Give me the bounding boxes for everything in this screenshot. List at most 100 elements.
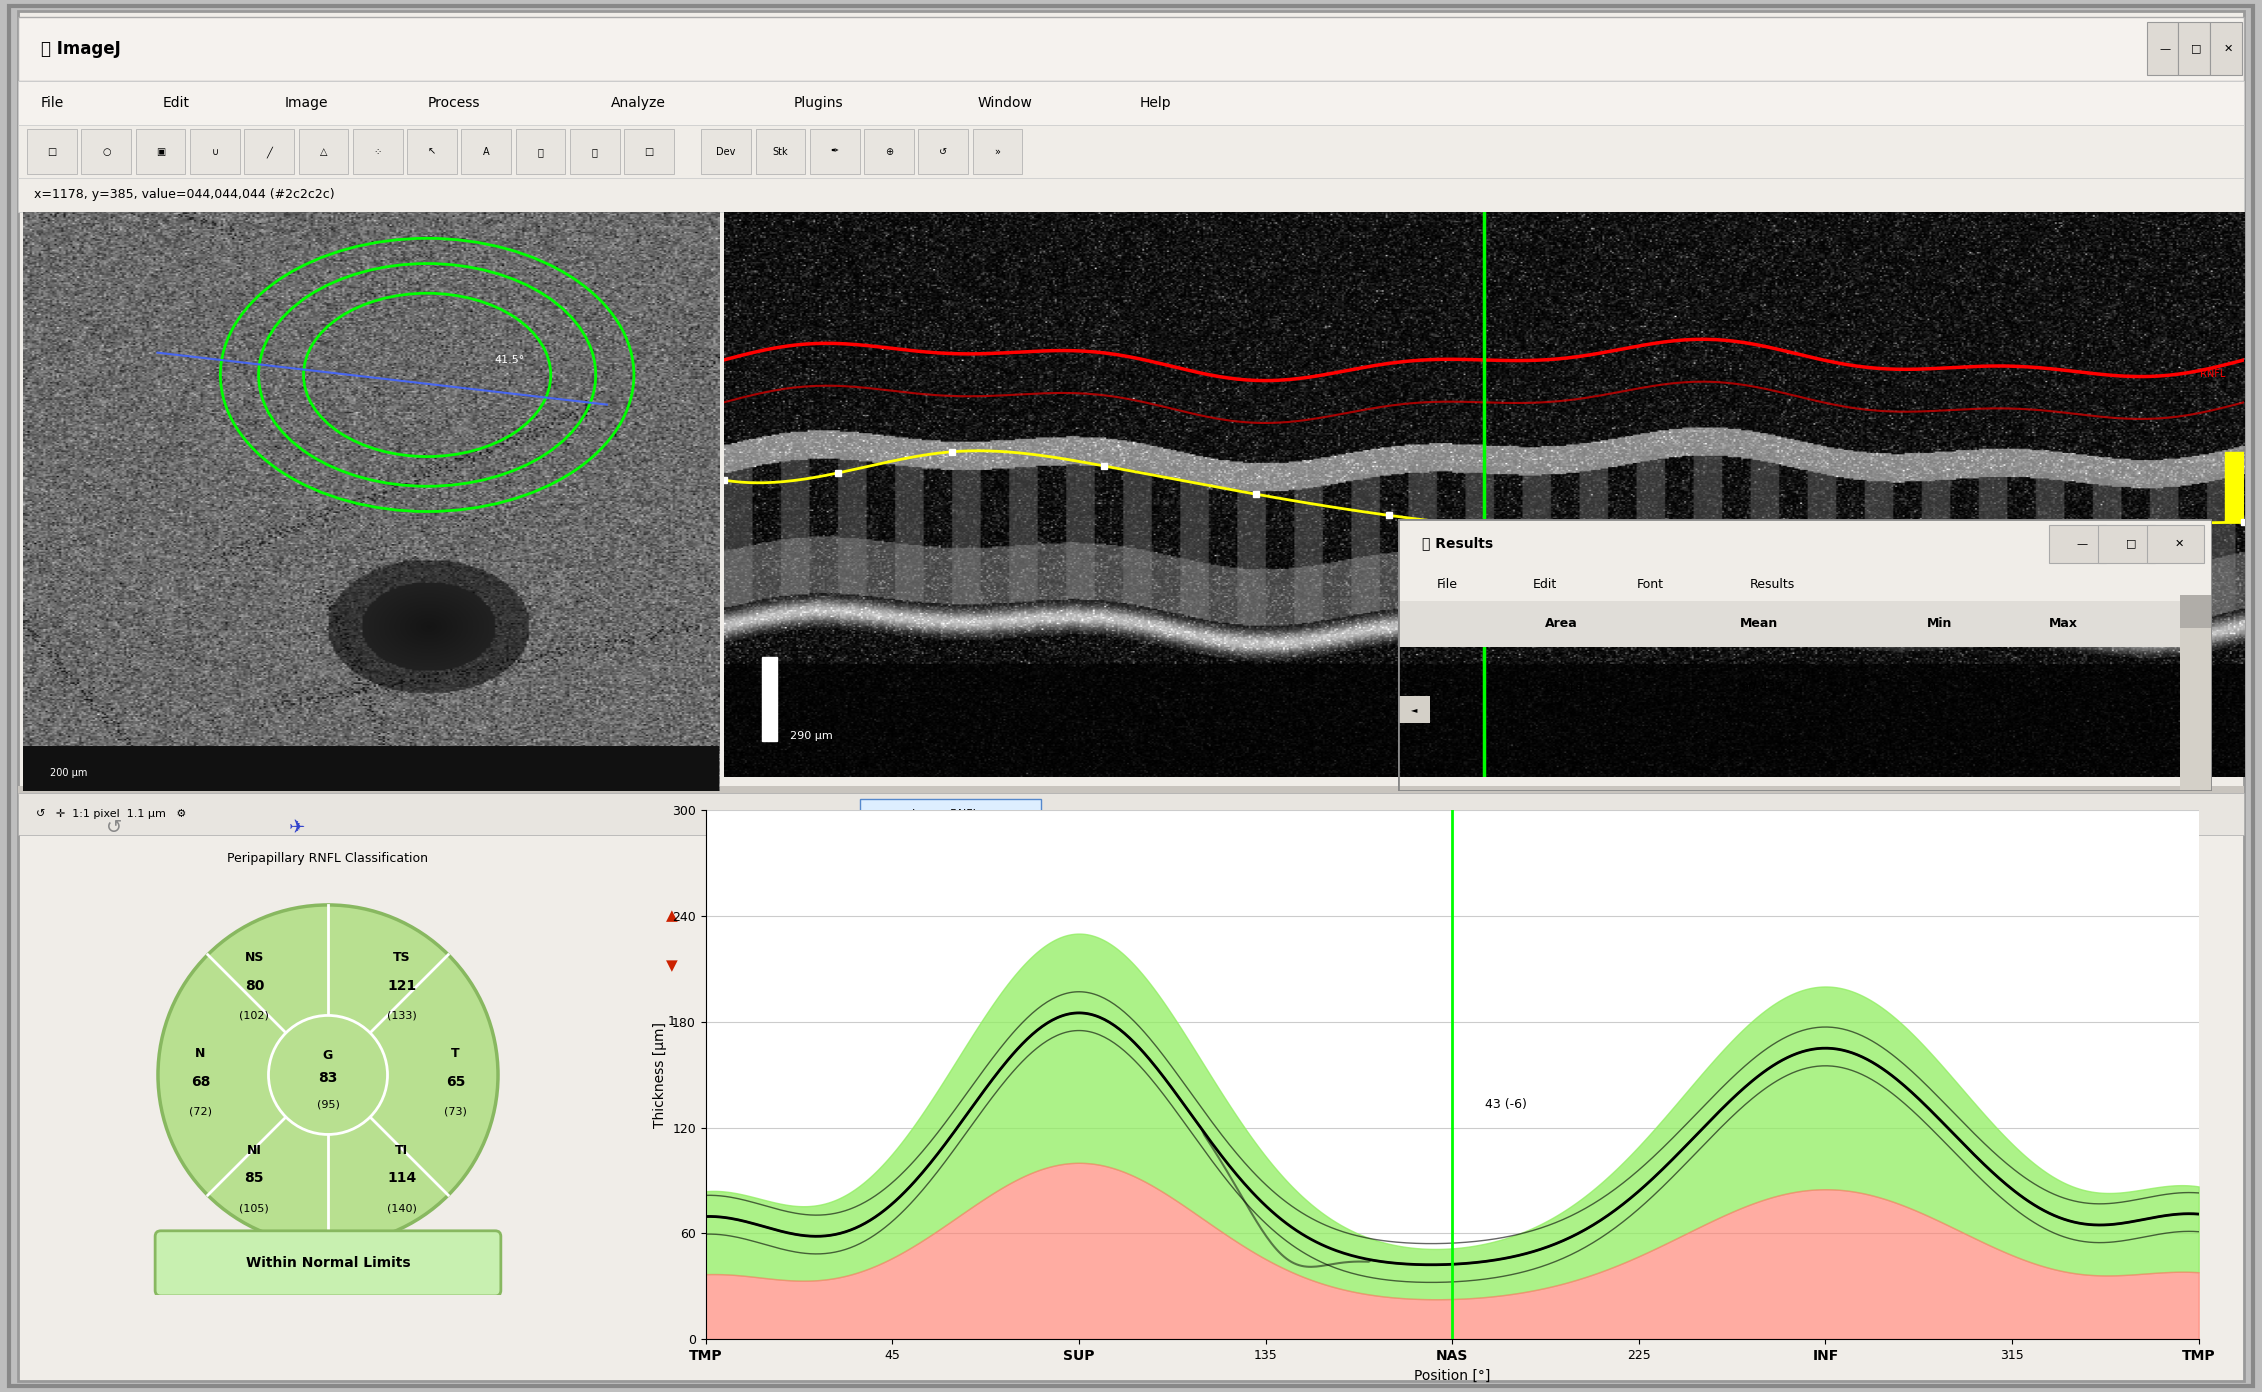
Bar — [1398, 696, 1430, 722]
Text: Process: Process — [428, 96, 480, 110]
Text: ↖: ↖ — [428, 146, 437, 157]
Bar — [1398, 601, 2212, 647]
FancyBboxPatch shape — [516, 129, 566, 174]
Text: (72): (72) — [190, 1107, 213, 1116]
Text: ▲: ▲ — [665, 909, 679, 923]
Bar — [2181, 601, 2212, 791]
Text: 68: 68 — [190, 1075, 210, 1089]
X-axis label: Position [°]: Position [°] — [1414, 1368, 1491, 1382]
Text: —: — — [2077, 539, 2088, 548]
FancyBboxPatch shape — [2210, 22, 2242, 75]
Text: TI: TI — [396, 1144, 407, 1157]
Text: ○: ○ — [102, 146, 111, 157]
FancyBboxPatch shape — [244, 129, 294, 174]
Text: A: A — [484, 146, 489, 157]
Text: ▼: ▼ — [665, 959, 679, 973]
Bar — [2226, 452, 2244, 522]
Text: File: File — [41, 96, 63, 110]
FancyBboxPatch shape — [27, 129, 77, 174]
FancyBboxPatch shape — [81, 129, 131, 174]
Text: 80: 80 — [244, 979, 265, 992]
Text: (73): (73) — [443, 1107, 466, 1116]
Text: ✕: ✕ — [2176, 539, 2185, 548]
FancyBboxPatch shape — [407, 129, 457, 174]
Text: ↺: ↺ — [939, 146, 948, 157]
FancyBboxPatch shape — [353, 129, 403, 174]
Text: ∪: ∪ — [210, 146, 219, 157]
FancyBboxPatch shape — [2178, 22, 2210, 75]
Text: TS: TS — [394, 951, 409, 963]
FancyBboxPatch shape — [461, 129, 511, 174]
Text: 43 (-6): 43 (-6) — [1486, 1098, 1527, 1111]
Circle shape — [158, 905, 498, 1244]
Bar — [1398, 568, 2212, 601]
Text: 83: 83 — [319, 1070, 337, 1084]
Text: ▣: ▣ — [156, 146, 165, 157]
FancyBboxPatch shape — [701, 129, 751, 174]
Bar — [18, 786, 2244, 795]
Text: Min: Min — [1927, 617, 1952, 631]
Text: □: □ — [2126, 539, 2135, 548]
Text: ✋: ✋ — [593, 146, 597, 157]
Text: 213: 213 — [2049, 681, 2072, 695]
Text: 65: 65 — [446, 1075, 466, 1089]
Text: Peripapillary RNFL Classification: Peripapillary RNFL Classification — [228, 852, 428, 866]
Text: File: File — [1436, 578, 1457, 590]
Text: Font: Font — [1638, 578, 1665, 590]
Bar — [2181, 596, 2212, 628]
Text: ◄: ◄ — [1411, 704, 1418, 714]
FancyBboxPatch shape — [570, 129, 620, 174]
Text: 1: 1 — [667, 1015, 676, 1027]
Text: Plugins: Plugins — [794, 96, 844, 110]
Text: Analyze: Analyze — [611, 96, 665, 110]
Text: (133): (133) — [387, 1011, 416, 1020]
FancyBboxPatch shape — [973, 129, 1022, 174]
FancyBboxPatch shape — [190, 129, 240, 174]
Circle shape — [269, 1015, 387, 1134]
Bar — [23, 746, 719, 791]
Text: Results: Results — [1751, 578, 1796, 590]
FancyBboxPatch shape — [156, 1231, 500, 1296]
FancyBboxPatch shape — [18, 81, 2244, 125]
Text: □: □ — [2192, 43, 2201, 54]
Bar — [762, 657, 778, 742]
Text: (140): (140) — [387, 1203, 416, 1214]
Text: ⊕: ⊕ — [884, 146, 893, 157]
Bar — [2147, 525, 2203, 562]
Text: 🏺 ImageJ: 🏺 ImageJ — [41, 40, 120, 57]
Text: 41.5°: 41.5° — [495, 355, 525, 365]
Y-axis label: Thickness [μm]: Thickness [μm] — [654, 1022, 667, 1128]
Text: Max: Max — [2049, 617, 2079, 631]
FancyBboxPatch shape — [918, 129, 968, 174]
Text: T: T — [450, 1047, 459, 1061]
Text: 90.437: 90.437 — [1739, 681, 1782, 695]
FancyBboxPatch shape — [18, 793, 2244, 835]
FancyBboxPatch shape — [2147, 22, 2178, 75]
Text: ✈: ✈ — [290, 817, 305, 837]
Text: G: G — [323, 1048, 333, 1062]
Bar — [1398, 519, 2212, 568]
Text: Dev: Dev — [717, 146, 735, 157]
Text: (102): (102) — [240, 1011, 269, 1020]
Text: 63119: 63119 — [1545, 681, 1583, 695]
Text: —: — — [2160, 43, 2169, 54]
Text: (95): (95) — [317, 1100, 339, 1109]
Text: □: □ — [48, 146, 57, 157]
Text: ↺: ↺ — [106, 817, 122, 837]
Text: Stk: Stk — [774, 146, 787, 157]
Text: Edit: Edit — [163, 96, 190, 110]
FancyBboxPatch shape — [810, 129, 860, 174]
FancyBboxPatch shape — [299, 129, 348, 174]
FancyBboxPatch shape — [756, 129, 805, 174]
Text: 114: 114 — [387, 1172, 416, 1186]
FancyBboxPatch shape — [18, 17, 2244, 81]
FancyBboxPatch shape — [860, 799, 1041, 830]
Text: Edit: Edit — [1531, 578, 1556, 590]
FancyBboxPatch shape — [864, 129, 914, 174]
Text: 85: 85 — [244, 1172, 265, 1186]
Text: N: N — [195, 1047, 206, 1061]
Text: 🔍: 🔍 — [538, 146, 543, 157]
Text: RNFL: RNFL — [2199, 369, 2226, 379]
Text: ╱: ╱ — [267, 146, 271, 157]
Text: 1: 1 — [1430, 681, 1439, 695]
